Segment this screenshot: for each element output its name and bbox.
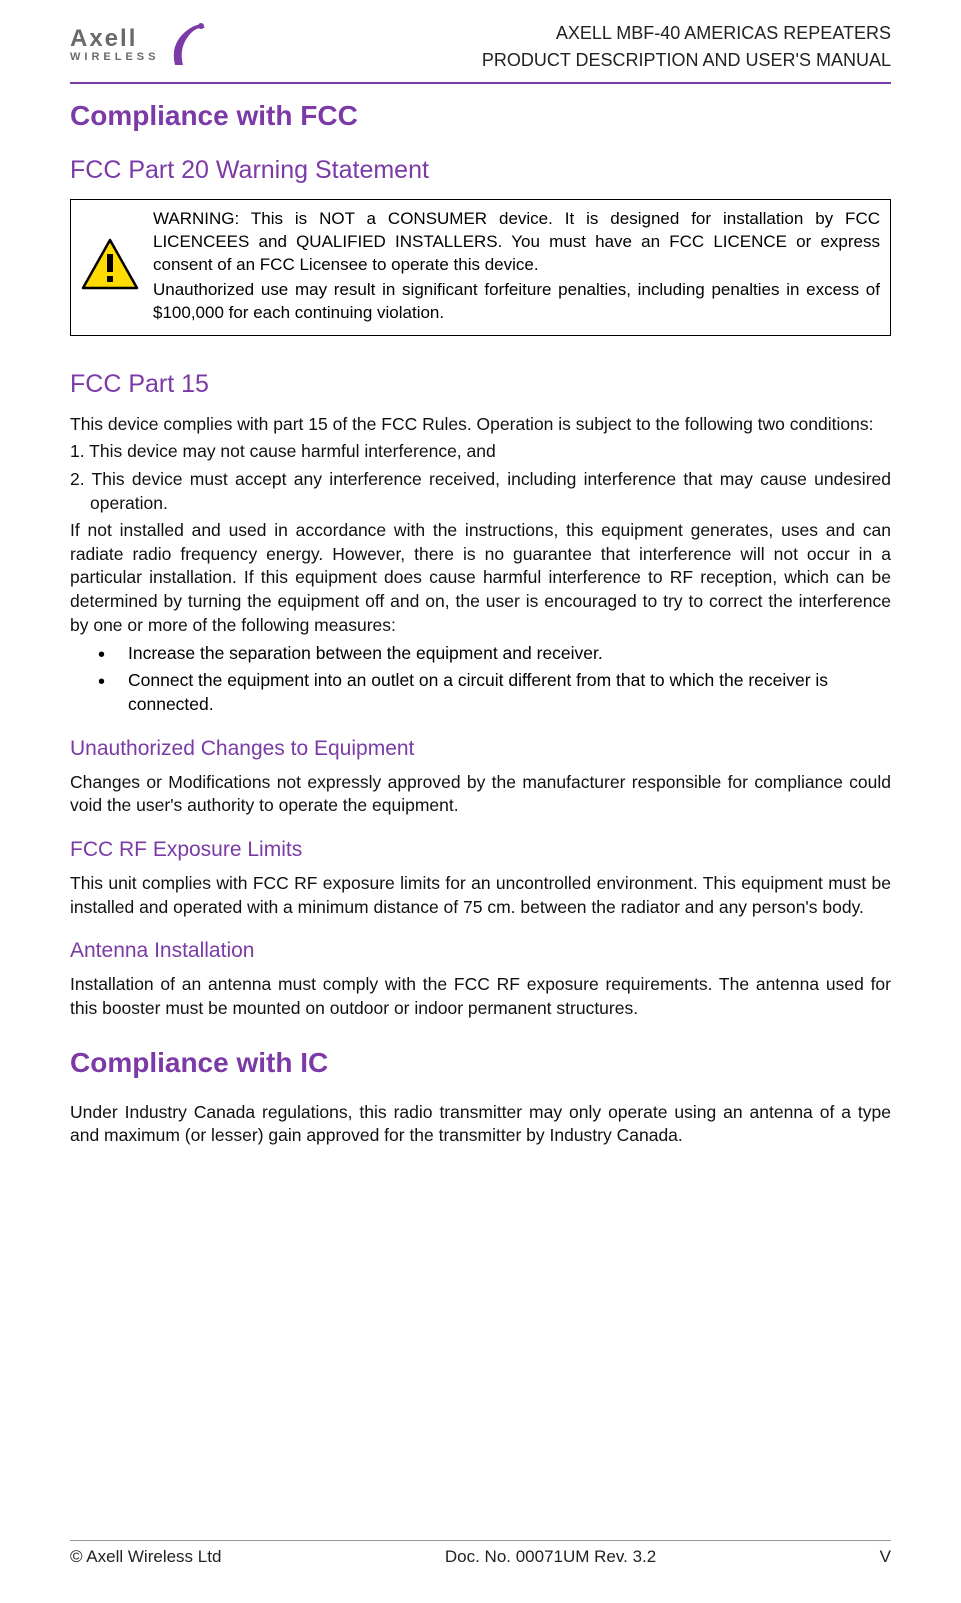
- part15-bullet-2: Connect the equipment into an outlet on …: [98, 668, 891, 717]
- heading-unauth-changes: Unauthorized Changes to Equipment: [70, 737, 891, 761]
- warning-box: WARNING: This is NOT a CONSUMER device. …: [70, 199, 891, 336]
- logo-sub-text: WIRELESS: [70, 51, 159, 63]
- doc-title-line2: PRODUCT DESCRIPTION AND USER'S MANUAL: [482, 47, 891, 74]
- footer-page-number: V: [880, 1547, 891, 1567]
- page-container: Axell WIRELESS AXELL MBF-40 AMERICAS REP…: [0, 0, 961, 1148]
- warning-p2: Unauthorized use may result in significa…: [153, 279, 880, 325]
- part15-cond2: 2. This device must accept any interfere…: [70, 468, 891, 515]
- part15-bullet-1: Increase the separation between the equi…: [98, 641, 891, 666]
- document-title-block: AXELL MBF-40 AMERICAS REPEATERS PRODUCT …: [482, 20, 891, 74]
- warning-icon: [81, 238, 139, 297]
- logo-text: Axell WIRELESS: [70, 27, 159, 63]
- logo-swirl-icon: [165, 20, 211, 70]
- heading-compliance-fcc: Compliance with FCC: [70, 100, 891, 132]
- heading-part20: FCC Part 20 Warning Statement: [70, 156, 891, 185]
- heading-compliance-ic: Compliance with IC: [70, 1047, 891, 1079]
- heading-part15: FCC Part 15: [70, 370, 891, 399]
- part15-intro: This device complies with part 15 of the…: [70, 413, 891, 437]
- unauth-text: Changes or Modifications not expressly a…: [70, 771, 891, 818]
- heading-rf-exposure: FCC RF Exposure Limits: [70, 838, 891, 862]
- doc-title-line1: AXELL MBF-40 AMERICAS REPEATERS: [482, 20, 891, 47]
- warning-p1: WARNING: This is NOT a CONSUMER device. …: [153, 208, 880, 277]
- ic-text: Under Industry Canada regulations, this …: [70, 1101, 891, 1148]
- rf-text: This unit complies with FCC RF exposure …: [70, 872, 891, 919]
- part15-bullet-list: Increase the separation between the equi…: [70, 641, 891, 717]
- logo-main-text: Axell: [70, 27, 159, 51]
- footer-copyright: © Axell Wireless Ltd: [70, 1547, 221, 1567]
- page-header: Axell WIRELESS AXELL MBF-40 AMERICAS REP…: [70, 20, 891, 84]
- warning-text: WARNING: This is NOT a CONSUMER device. …: [153, 208, 880, 327]
- part15-cond1: 1. This device may not cause harmful int…: [70, 440, 891, 464]
- part15-para: If not installed and used in accordance …: [70, 519, 891, 637]
- heading-antenna: Antenna Installation: [70, 939, 891, 963]
- page-footer: © Axell Wireless Ltd Doc. No. 00071UM Re…: [70, 1540, 891, 1567]
- footer-doc-no: Doc. No. 00071UM Rev. 3.2: [445, 1547, 656, 1567]
- company-logo: Axell WIRELESS: [70, 20, 211, 70]
- antenna-text: Installation of an antenna must comply w…: [70, 973, 891, 1020]
